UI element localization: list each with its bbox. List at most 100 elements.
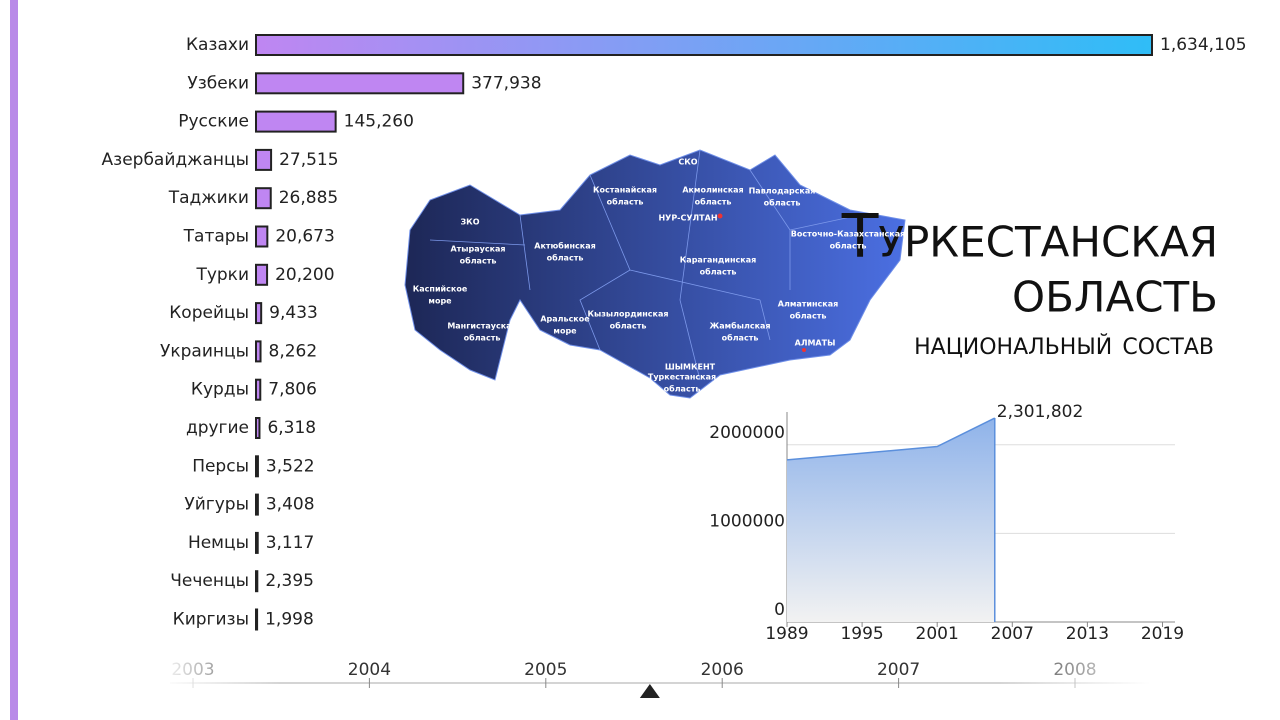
x-tick-label: 2001 [916,624,959,644]
area-line [786,417,996,461]
region-label: ЗКО [460,218,479,227]
region-label: Павлодарская [749,187,816,196]
value-label: 20,673 [275,227,334,247]
map [404,149,906,399]
category-label: Татары [183,227,249,247]
value-label: 377,938 [471,73,541,93]
title-line: Туркестанская [841,202,1218,272]
map-borders [429,149,861,381]
region-label: АЛМАТЫ [795,339,836,348]
category-label: Узбеки [187,73,249,93]
region-label: область [664,384,701,394]
timeline-label: 2004 [348,660,391,680]
bar [255,72,465,95]
bar [255,34,1153,56]
category-label: Азербайджанцы [102,150,249,170]
value-label: 2,395 [265,571,314,591]
region-label: Мангистауская [447,322,516,331]
category-label: Чеченцы [170,571,249,591]
bar [255,417,261,439]
region-label: ШЫМКЕНТ [665,363,716,372]
region-label: море [553,327,577,336]
subtitle: национальный состав [914,324,1214,362]
value-label: 145,260 [344,112,414,132]
timeline-label: 2005 [524,660,567,680]
timeline-marker [639,684,660,698]
bar [255,302,263,325]
category-label: Казахи [186,35,249,55]
region-label: НУР-СУЛТАН [658,214,717,223]
region-label: Атырауская [450,245,505,254]
bar [255,455,259,478]
value-label: 1,634,105 [1160,35,1247,55]
region-label: область [790,311,827,321]
bar [255,340,262,363]
category-label: Немцы [188,533,249,553]
bar [255,225,269,248]
region-label: Восточно-Казахстанская [791,230,905,239]
bar [255,263,269,286]
region-label: область [722,333,759,343]
value-label: 9,433 [269,303,318,323]
bar [255,187,272,210]
bar [255,148,273,171]
region-label: область [464,333,501,343]
value-label: 7,806 [268,380,317,400]
x-tick-label: 1989 [765,624,808,644]
region-label: область [695,197,732,207]
bar [255,493,259,516]
region-label: область [610,321,647,331]
category-label: Таджики [168,188,249,208]
value-label: 3,117 [266,533,315,553]
region-label: область [700,267,737,277]
category-label: Русские [178,112,249,132]
region-label: Карагандинская [680,256,756,265]
city-dot [802,348,806,352]
region-label: Алматинская [778,300,838,309]
value-label: 1,998 [265,610,314,630]
category-label: Персы [192,456,249,476]
region-label: Акмолинская [682,186,743,195]
value-label: 27,515 [279,150,338,170]
fade [160,655,280,695]
region-label: область [830,241,867,251]
timeline-label: 2007 [877,660,920,680]
region-label: СКО [678,158,697,167]
x-tick-label: 1995 [840,624,883,644]
x-tick-label: 2019 [1141,624,1184,644]
category-label: Курды [191,380,249,400]
region-label: Костанайская [593,186,657,195]
category-label: Корейцы [169,303,249,323]
region-label: область [460,256,497,266]
category-label: Уйгуры [184,495,249,515]
value-label: 2,301,802 [997,402,1084,422]
bar [255,570,259,593]
bar [255,531,259,554]
x-tick-label: 2013 [1066,624,1109,644]
region-label: Каспийское [413,285,468,294]
category-label: Турки [195,265,249,285]
region-label: область [547,253,584,263]
side-stripe [10,0,18,720]
area-fill [787,418,995,622]
category-label: Украинцы [160,341,249,361]
city-dot [717,213,723,219]
value-label: 6,318 [267,418,316,438]
region-label: Аральское [540,315,590,324]
value-label: 8,262 [269,341,318,361]
value-label: 3,408 [266,495,315,515]
y-tick-label: 1000000 [709,511,785,531]
bar [255,608,259,631]
value-label: 26,885 [279,188,338,208]
region-label: Кызылординская [587,310,668,319]
bar [255,110,337,133]
title-line: область [1012,257,1218,327]
category-label: Киргизы [173,610,249,630]
region-label: Актюбинская [534,241,595,251]
region-label: область [764,198,801,208]
region-label: Жамбылская [709,321,770,331]
value-label: 20,200 [275,265,334,285]
x-tick-label: 2007 [991,624,1034,644]
